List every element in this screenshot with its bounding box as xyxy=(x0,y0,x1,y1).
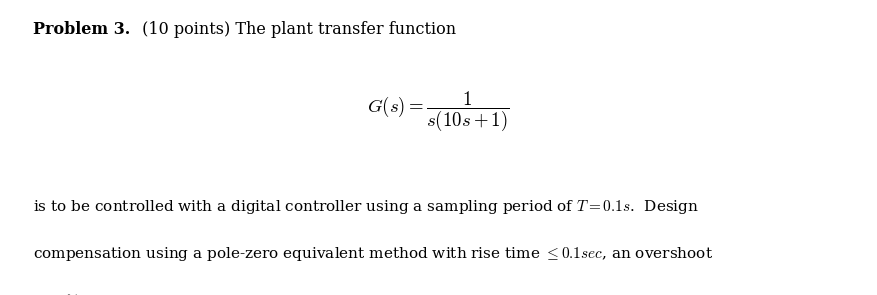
Text: compensation using a pole-zero equivalent method with rise time $\leq 0.1sec$, a: compensation using a pole-zero equivalen… xyxy=(33,245,713,263)
Text: (10 points) The plant transfer function: (10 points) The plant transfer function xyxy=(137,21,456,38)
Text: Problem 3.: Problem 3. xyxy=(33,21,131,38)
Text: $\leq 20\%$, and setting time $\leq 0.4sec.$: $\leq 20\%$, and setting time $\leq 0.4s… xyxy=(33,292,282,295)
Text: $G(s) = \dfrac{1}{s(10s+1)}$: $G(s) = \dfrac{1}{s(10s+1)}$ xyxy=(367,90,510,134)
Text: is to be controlled with a digital controller using a sampling period of $T = 0.: is to be controlled with a digital contr… xyxy=(33,198,699,216)
